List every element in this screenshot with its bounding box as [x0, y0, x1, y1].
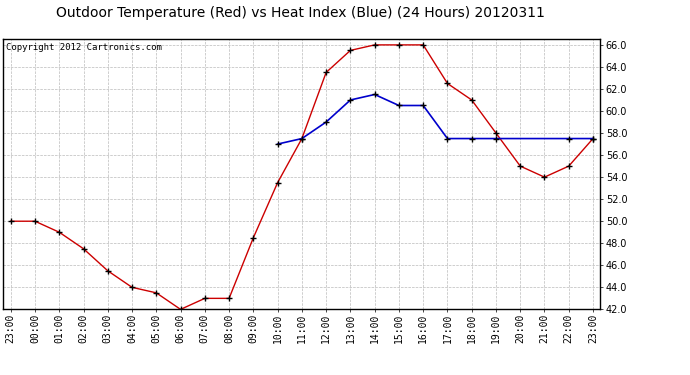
Text: Outdoor Temperature (Red) vs Heat Index (Blue) (24 Hours) 20120311: Outdoor Temperature (Red) vs Heat Index …	[56, 6, 544, 20]
Text: Copyright 2012 Cartronics.com: Copyright 2012 Cartronics.com	[6, 44, 162, 52]
